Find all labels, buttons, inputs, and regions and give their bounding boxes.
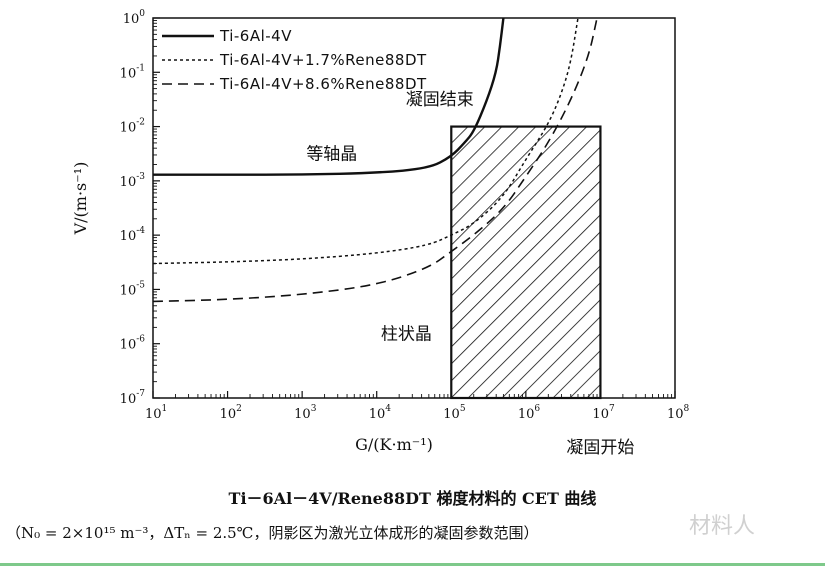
legend: Ti-6Al-4V Ti-6Al-4V+1.7%Rene88DT Ti-6Al-4V… bbox=[162, 27, 427, 93]
chart-annotation: 等轴晶 bbox=[306, 144, 357, 164]
chart-annotation: 柱状晶 bbox=[381, 324, 432, 344]
plot-frame bbox=[152, 17, 676, 399]
bottom-bar bbox=[0, 563, 825, 566]
y-tick-label: 10-2 bbox=[120, 118, 145, 136]
series-line-2 bbox=[153, 18, 579, 265]
solidification-start-label: 凝固开始 bbox=[566, 438, 634, 458]
y-tick-label: 10-3 bbox=[120, 172, 146, 190]
x-tick-label: 105 bbox=[443, 404, 466, 422]
x-tick-label: 107 bbox=[592, 404, 615, 422]
watermark: 材料人 bbox=[688, 514, 755, 539]
legend-label: Ti-6Al-4V+1.7%Rene88DT bbox=[219, 51, 427, 69]
y-tick-label: 10-4 bbox=[120, 226, 146, 244]
series-line-1 bbox=[153, 18, 505, 176]
series-line-3 bbox=[153, 18, 598, 303]
x-tick-label: 108 bbox=[667, 404, 690, 422]
legend-label: Ti-6Al-4V bbox=[219, 27, 292, 45]
y-tick-label: 10-5 bbox=[120, 280, 146, 298]
y-tick-label: 10-1 bbox=[120, 63, 145, 81]
x-tick-label: 102 bbox=[220, 404, 242, 422]
x-tick-label: 104 bbox=[369, 404, 392, 422]
shaded-region bbox=[450, 125, 602, 400]
legend-label: Ti-6Al-4V+8.6%Rene88DT bbox=[219, 75, 427, 93]
x-axis-label: G/(K·m⁻¹) bbox=[355, 435, 433, 454]
y-axis-label: V/(m·s⁻¹) bbox=[71, 162, 90, 236]
figure-note: （N₀ = 2×10¹⁵ m⁻³，ΔTₙ = 2.5℃，阴影区为激光立体成形的凝… bbox=[6, 524, 539, 542]
chart-annotation: 凝固结束 bbox=[406, 90, 474, 110]
x-tick-label: 103 bbox=[294, 404, 317, 422]
figure-caption: Ti－6Al－4V/Rene88DT 梯度材料的 CET 曲线 bbox=[228, 489, 597, 508]
cet-chart: 101 102 103 104 105 106 107 108 100 10-1 10-2 10-3 1… bbox=[71, 9, 690, 458]
y-tick-label: 10-6 bbox=[120, 335, 146, 353]
y-tick-label: 100 bbox=[123, 9, 146, 27]
x-tick-label: 106 bbox=[518, 404, 541, 422]
x-tick-label: 101 bbox=[145, 404, 167, 422]
y-tick-label: 10-7 bbox=[120, 389, 146, 407]
